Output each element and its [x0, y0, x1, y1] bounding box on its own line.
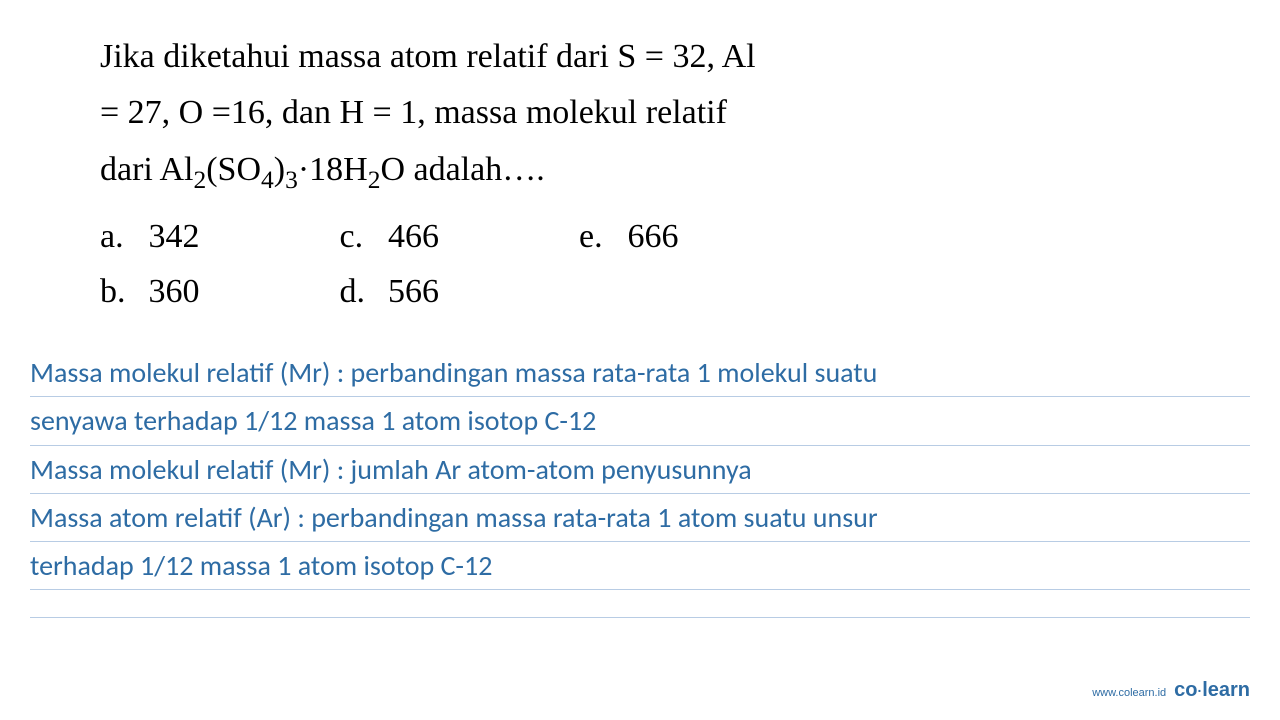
option-a-value: 342 — [149, 218, 200, 255]
question-block: Jika diketahui massa atom relatif dari S… — [100, 30, 1180, 200]
option-b: b. 360 — [100, 265, 200, 319]
option-b-label: b. — [100, 265, 140, 319]
note-line-1: Massa molekul relatif (Mr) : perbandinga… — [30, 349, 1250, 397]
option-c-value: 466 — [388, 218, 439, 255]
formula-mid3: ·18H — [298, 151, 368, 188]
option-column-2: c. 466 d. 566 — [340, 210, 440, 319]
footer: www.colearn.id co·learn — [1092, 679, 1250, 702]
option-e-label: e. — [579, 210, 619, 264]
formula-sub3: 3 — [285, 165, 298, 194]
option-column-1: a. 342 b. 360 — [100, 210, 200, 319]
option-c: c. 466 — [340, 210, 440, 264]
formula-sub1: 2 — [193, 165, 206, 194]
formula-sub4: 2 — [368, 165, 381, 194]
logo-co: co — [1174, 679, 1197, 701]
option-d: d. 566 — [340, 265, 440, 319]
note-line-4: Massa atom relatif (Ar) : perbandingan m… — [30, 494, 1250, 542]
option-e: e. 666 — [579, 210, 679, 264]
footer-url: www.colearn.id — [1092, 687, 1166, 699]
note-line-empty — [30, 590, 1250, 618]
formula-suffix: O adalah…. — [381, 151, 545, 188]
question-line-3: dari Al2(SO4)3·18H2O adalah…. — [100, 143, 1180, 201]
option-d-value: 566 — [388, 273, 439, 310]
option-a-label: a. — [100, 210, 140, 264]
question-line-1: Jika diketahui massa atom relatif dari S… — [100, 30, 1180, 84]
formula-mid2: ) — [274, 151, 285, 188]
note-line-5: terhadap 1/12 massa 1 atom isotop C-12 — [30, 542, 1250, 590]
options-block: a. 342 b. 360 c. 466 d. 566 e. 666 — [100, 210, 1180, 319]
formula-prefix: dari Al — [100, 151, 193, 188]
formula-sub2: 4 — [261, 165, 274, 194]
option-a: a. 342 — [100, 210, 200, 264]
option-b-value: 360 — [149, 273, 200, 310]
note-line-2: senyawa terhadap 1/12 massa 1 atom isoto… — [30, 397, 1250, 445]
question-line-2: = 27, O =16, dan H = 1, massa molekul re… — [100, 86, 1180, 140]
option-e-value: 666 — [628, 218, 679, 255]
notes-block: Massa molekul relatif (Mr) : perbandinga… — [0, 349, 1280, 618]
option-d-label: d. — [340, 265, 380, 319]
formula-mid1: (SO — [206, 151, 261, 188]
logo-learn: learn — [1202, 679, 1250, 701]
option-c-label: c. — [340, 210, 380, 264]
option-column-3: e. 666 — [579, 210, 679, 319]
note-line-3: Massa molekul relatif (Mr) : jumlah Ar a… — [30, 446, 1250, 494]
footer-logo: co·learn — [1174, 679, 1250, 702]
